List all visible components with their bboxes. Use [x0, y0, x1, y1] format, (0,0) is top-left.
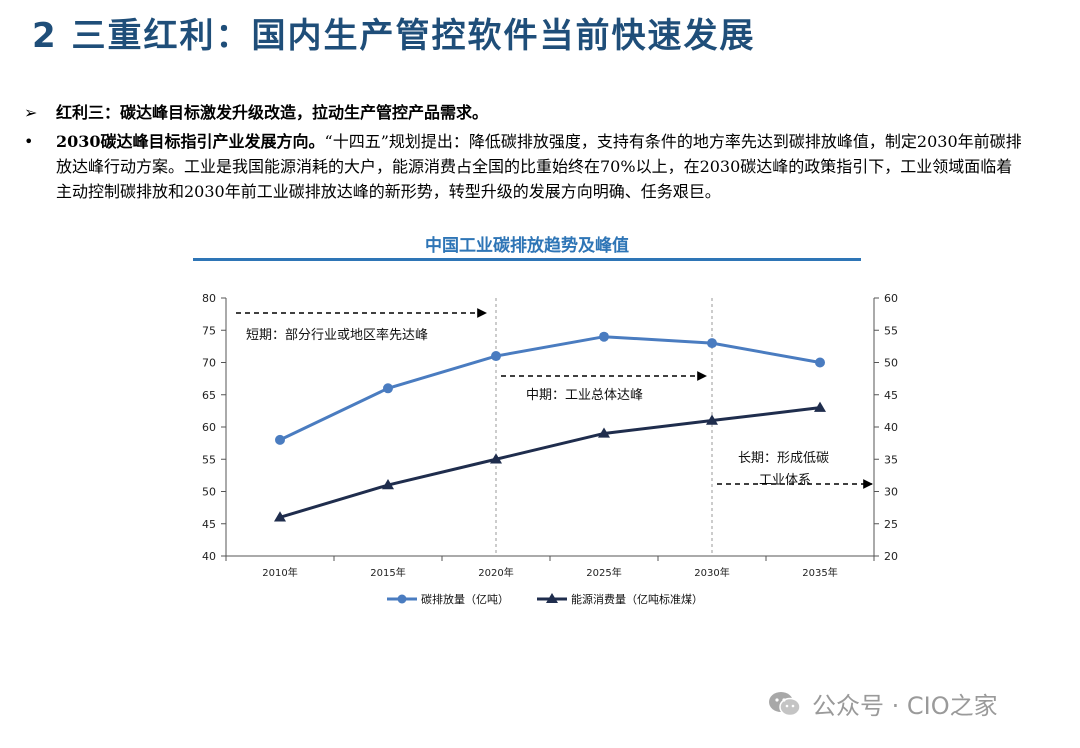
bullet-list: ➢ 红利三：碳达峰目标激发升级改造，拉动生产管控产品需求。 • 2030碳达峰目…	[22, 100, 1022, 204]
y-left-tick-label: 75	[202, 324, 216, 337]
data-point	[598, 427, 610, 438]
y-right-tick-label: 40	[884, 421, 898, 434]
series-line-1	[279, 335, 821, 442]
chart-title: 中国工业碳排放趋势及峰值	[425, 236, 629, 256]
legend-label: 能源消费量（亿吨标准煤）	[571, 592, 703, 606]
y-right-tick-label: 20	[884, 550, 898, 563]
x-tick-label: 2025年	[586, 566, 621, 579]
legend-marker-circle	[397, 594, 407, 604]
dot-bullet-icon: •	[24, 132, 34, 151]
legend-label: 碳排放量（亿吨）	[421, 592, 509, 606]
y-left-tick-label: 70	[202, 357, 216, 370]
annotation-long-term-line1: 长期：形成低碳	[738, 451, 829, 466]
arrow-bullet-icon: ➢	[24, 103, 38, 122]
x-tick-label: 2020年	[478, 566, 513, 579]
y-left-tick-label: 65	[202, 389, 216, 402]
bullet-heading: 2030碳达峰目标指引产业发展方向。	[56, 132, 325, 151]
data-point	[490, 453, 502, 464]
data-point	[275, 434, 285, 445]
bullet-item-dividend-three: ➢ 红利三：碳达峰目标激发升级改造，拉动生产管控产品需求。	[22, 100, 1022, 125]
data-point	[815, 357, 825, 368]
watermark-text: 公众号 · CIO之家	[812, 692, 998, 720]
y-right-tick-label: 55	[884, 324, 898, 337]
y-left-tick-label: 80	[202, 292, 216, 305]
bullet-item-2030-target: • 2030碳达峰目标指引产业发展方向。“十四五”规划提出：降低碳排放强度，支持…	[22, 129, 1022, 204]
data-point	[274, 511, 286, 522]
x-tick-label: 2015年	[370, 566, 405, 579]
y-right-tick-label: 45	[884, 389, 898, 402]
y-left-tick-label: 60	[202, 421, 216, 434]
y-left-tick-label: 55	[202, 453, 216, 466]
legend-marker-triangle	[546, 593, 558, 603]
series-line-2	[279, 406, 821, 519]
x-tick-label: 2030年	[694, 566, 729, 579]
page-title: 2 三重红利：国内生产管控软件当前快速发展	[32, 16, 756, 56]
annotation-short-term: 短期：部分行业或地区率先达峰	[246, 327, 428, 343]
x-tick-label: 2035年	[802, 566, 837, 579]
data-point	[383, 383, 393, 394]
y-left-tick-label: 50	[202, 486, 216, 499]
bullet-body: “十四五”规划提出：降低碳排放强度，支持有条件的地方率先达到碳排放峰值，制定20…	[56, 132, 1022, 201]
wechat-icon	[769, 691, 801, 716]
y-right-tick-label: 50	[884, 357, 898, 370]
y-left-tick-label: 45	[202, 518, 216, 531]
watermark: 公众号 · CIO之家	[768, 686, 998, 721]
data-point	[491, 351, 501, 362]
chart-title-rule	[193, 258, 861, 261]
y-right-tick-label: 25	[884, 518, 898, 531]
data-point	[814, 401, 826, 412]
y-left-tick-label: 40	[202, 550, 216, 563]
y-right-tick-label: 60	[884, 292, 898, 305]
y-right-tick-label: 35	[884, 453, 898, 466]
x-tick-label: 2010年	[262, 566, 297, 579]
bullet-heading: 红利三：碳达峰目标激发升级改造，拉动生产管控产品需求。	[56, 103, 489, 122]
data-point	[706, 414, 718, 425]
y-right-tick-label: 30	[884, 486, 898, 499]
data-point	[707, 338, 717, 349]
data-point	[599, 331, 609, 342]
annotation-long-term-line2: 工业体系	[759, 473, 811, 488]
annotation-mid-term: 中期：工业总体达峰	[526, 388, 643, 403]
data-point	[382, 479, 394, 490]
